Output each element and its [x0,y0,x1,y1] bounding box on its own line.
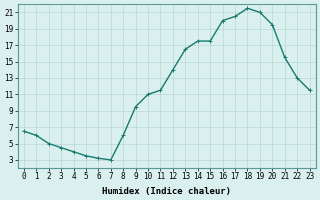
X-axis label: Humidex (Indice chaleur): Humidex (Indice chaleur) [102,187,231,196]
